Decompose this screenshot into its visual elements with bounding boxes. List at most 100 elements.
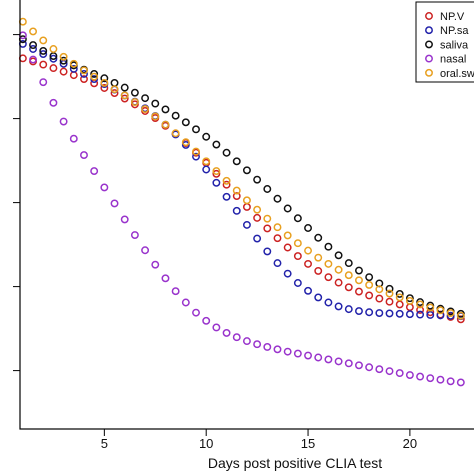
series-1-point bbox=[416, 305, 425, 314]
series-3-point bbox=[304, 224, 312, 232]
series-5-point bbox=[405, 296, 414, 305]
series-5-point bbox=[365, 281, 374, 289]
series-1-point bbox=[334, 278, 343, 287]
series-5-point bbox=[242, 196, 251, 205]
series-5-point bbox=[232, 186, 241, 195]
legend-label: NP.sa bbox=[440, 25, 469, 37]
series-5-point bbox=[100, 78, 109, 87]
series-3-point bbox=[171, 111, 180, 120]
series-5-point bbox=[59, 52, 68, 61]
x-axis: 5 10 15 20 bbox=[101, 429, 417, 451]
series-1-point bbox=[59, 67, 68, 76]
series-1-point bbox=[456, 315, 465, 324]
series-1-point bbox=[355, 287, 363, 296]
series-4-point bbox=[59, 117, 68, 126]
series-2-point bbox=[49, 54, 58, 63]
series-2-point bbox=[324, 298, 333, 307]
series-5-point bbox=[192, 147, 200, 156]
series-5-point bbox=[110, 85, 119, 94]
series-5-point bbox=[273, 223, 282, 232]
series-3-point bbox=[141, 94, 150, 103]
series-5-point bbox=[385, 289, 394, 298]
series-5-point bbox=[120, 91, 129, 100]
series-2-point bbox=[344, 305, 353, 314]
series-3-point bbox=[273, 194, 282, 203]
legend-label: NP.V bbox=[440, 11, 465, 23]
series-5-point bbox=[446, 309, 455, 317]
series-5-point bbox=[253, 205, 262, 214]
series-2-point bbox=[405, 310, 414, 319]
series-2-point bbox=[202, 165, 211, 174]
series-3-point bbox=[283, 204, 292, 213]
series-5-point bbox=[39, 36, 48, 45]
series-2-point bbox=[69, 64, 78, 73]
series-5-point bbox=[283, 231, 292, 240]
series-5-point bbox=[355, 276, 363, 285]
x-tick-label: 20 bbox=[403, 436, 417, 451]
series-3-point bbox=[344, 259, 353, 268]
series-4-point bbox=[90, 167, 99, 176]
series-1-point bbox=[80, 75, 88, 83]
series-5-point bbox=[181, 138, 190, 147]
series-5-point bbox=[324, 259, 333, 268]
series-4-point bbox=[181, 298, 190, 307]
series-3-point bbox=[405, 294, 414, 303]
series-4-point bbox=[253, 340, 262, 349]
series-4-point bbox=[293, 349, 302, 358]
series-2-point bbox=[222, 192, 231, 201]
series-5-point bbox=[344, 271, 353, 280]
series-4-point bbox=[375, 365, 384, 374]
legend-label: oral.sw bbox=[440, 68, 474, 80]
series-2-point bbox=[334, 302, 343, 311]
series-4-point bbox=[141, 246, 150, 255]
series-4-point bbox=[426, 374, 435, 383]
series-5-points bbox=[18, 17, 465, 320]
series-4-point bbox=[100, 183, 109, 192]
series-3-point bbox=[151, 99, 160, 108]
series-3-point bbox=[416, 298, 425, 307]
series-4-point bbox=[344, 359, 353, 368]
series-5-point bbox=[161, 120, 170, 129]
series-2-point bbox=[365, 308, 374, 317]
series-3-point bbox=[212, 140, 221, 149]
series-5-point bbox=[426, 303, 435, 312]
series-3-point bbox=[202, 132, 211, 141]
series-4-point bbox=[202, 316, 211, 325]
series-3-point bbox=[192, 125, 200, 134]
series-3-point bbox=[253, 175, 262, 184]
plot-frame bbox=[19, 0, 474, 430]
series-4-point bbox=[314, 353, 323, 362]
series-1-point bbox=[100, 84, 109, 92]
series-4-point bbox=[39, 78, 48, 87]
series-1-point bbox=[49, 64, 58, 73]
series-5-point bbox=[49, 45, 58, 53]
series-1-point bbox=[324, 273, 333, 282]
series-2-point bbox=[242, 220, 251, 229]
legend-label: saliva bbox=[440, 39, 469, 51]
series-2-point bbox=[80, 70, 88, 78]
series-4-points bbox=[18, 31, 465, 387]
series-1-point bbox=[120, 94, 129, 103]
series-3-point bbox=[242, 166, 251, 175]
series-1-point bbox=[130, 100, 139, 109]
series-5-point bbox=[436, 306, 445, 315]
series-2-point bbox=[446, 311, 455, 320]
x-axis-title: Days post positive CLIA test bbox=[208, 455, 382, 471]
series-3-point bbox=[39, 47, 48, 55]
series-1-point bbox=[273, 234, 282, 243]
series-4-point bbox=[69, 134, 78, 143]
series-1-point bbox=[253, 213, 262, 222]
legend-swatch bbox=[425, 12, 433, 20]
series-3-point bbox=[355, 266, 363, 275]
series-2-point bbox=[283, 269, 292, 278]
series-1-point bbox=[385, 297, 394, 306]
series-4-point bbox=[283, 347, 292, 356]
series-2-point bbox=[181, 140, 190, 149]
series-2-point bbox=[192, 152, 200, 161]
series-1-point bbox=[293, 252, 302, 261]
legend-swatch bbox=[425, 68, 433, 77]
series-4-point bbox=[232, 333, 241, 342]
series-1-point bbox=[283, 243, 292, 252]
